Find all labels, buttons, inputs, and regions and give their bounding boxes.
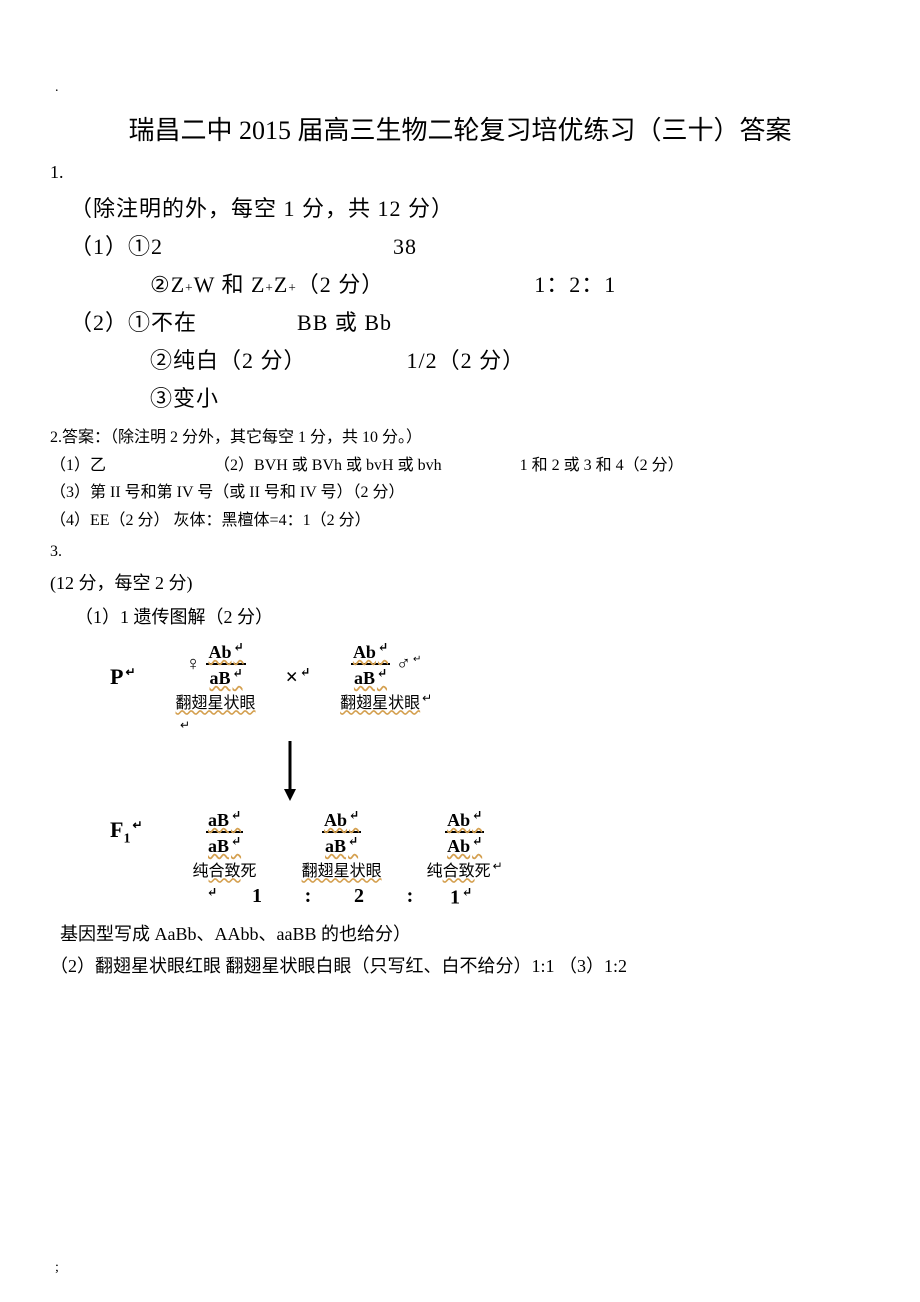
f1g1-top: aB↵ xyxy=(206,809,243,833)
f1-g1: aB↵ aB↵ 纯合致死 xyxy=(193,809,257,881)
down-arrow-icon xyxy=(280,741,300,801)
arrow-down xyxy=(280,741,870,801)
q2-section: 2.答案：（除注明 2 分外，其它每空 1 分，共 10 分。） （1）乙 （2… xyxy=(50,425,870,533)
f1g3-pheno: 纯合致死↵ xyxy=(427,857,503,881)
q1-section: 1. （除注明的外，每空 1 分，共 12 分） （1）①2 38 ②Z+W 和… xyxy=(50,162,870,413)
q2-l1-c: 1 和 2 或 3 和 4（2 分） xyxy=(520,457,684,474)
ratio-2: 2 xyxy=(334,885,384,910)
q3-score: (12 分，每空 2 分) xyxy=(50,569,870,595)
cross-symbol: ×↵ xyxy=(286,664,311,690)
q1-l1-a: （1）①2 xyxy=(70,229,163,261)
q2-l1: （1）乙 （2）BVH 或 BVh 或 bvH 或 bvh 1 和 2 或 3 … xyxy=(50,453,870,479)
f1-label: F1↵ xyxy=(110,817,143,847)
q1-l5: ③变小 xyxy=(150,381,219,413)
q1-l2-e: 1：2：1 xyxy=(534,267,616,299)
f1g1-bot: aB↵ xyxy=(206,833,243,855)
parent-row: P↵ ♀ Ab↵ aB↵ 翻翅星状眼 ×↵ Ab↵ aB↵ xyxy=(110,641,870,713)
q1-line1: （1）①2 38 xyxy=(70,229,870,261)
f1g3-top: Ab↵ xyxy=(445,809,484,833)
q1-l2-b: W 和 Z xyxy=(194,267,266,299)
f1g2-pheno: 翻翅星状眼 xyxy=(302,857,382,881)
pm-top: Ab↵ xyxy=(351,641,390,665)
f1-g3: Ab↵ Ab↵ 纯合致死↵ xyxy=(427,809,503,881)
q2-l1-b: （2）BVH 或 BVh 或 bvH 或 bvh xyxy=(214,457,442,474)
parent-female: ♀ Ab↵ aB↵ 翻翅星状眼 xyxy=(176,641,256,713)
f1-g2: Ab↵ aB↵ 翻翅星状眼 xyxy=(302,809,382,881)
male-symbol: ♂↵ xyxy=(396,653,421,676)
top-dot: . xyxy=(55,80,59,96)
colon-2: : xyxy=(404,885,416,910)
q1-l4-b: 1/2（2 分） xyxy=(407,343,526,375)
q3-ans2: （2）翻翅星状眼红眼 翻翅星状眼白眼（只写红、白不给分）1:1 （3）1:2 xyxy=(50,952,870,978)
genetics-diagram: P↵ ♀ Ab↵ aB↵ 翻翅星状眼 ×↵ Ab↵ aB↵ xyxy=(110,641,870,910)
q1-line2: ②Z+W 和 Z+Z+（2 分） 1：2：1 xyxy=(150,267,870,299)
q1-l1-b: 38 xyxy=(393,234,417,260)
q2-header: 2.答案：（除注明 2 分外，其它每空 1 分，共 10 分。） xyxy=(50,425,870,451)
q1-line5: ③变小 xyxy=(150,381,870,413)
q1-l2-sup1: + xyxy=(185,280,193,296)
pf-top: Ab↵ xyxy=(206,641,245,665)
q1-l2-a: ②Z xyxy=(150,272,185,298)
f1g2-bot: aB↵ xyxy=(323,833,360,855)
q2-l2: （3）第 II 号和第 IV 号（或 II 号和 IV 号）（2 分） xyxy=(50,480,870,506)
ratio-1: 1 xyxy=(232,885,282,910)
q1-number: 1. xyxy=(50,162,870,183)
female-symbol: ♀ xyxy=(185,653,200,676)
f1g3-bot: Ab↵ xyxy=(445,833,484,855)
q1-l2-sup2: + xyxy=(265,280,273,296)
q3-note: 基因型写成 AaBb、AAbb、aaBB 的也给分） xyxy=(60,920,870,946)
ret-spacer: ↵ xyxy=(180,718,870,733)
pf-bot: aB↵ xyxy=(207,665,244,687)
q2-l3: （4）EE（2 分） 灰体：黑檀体=4：1（2 分） xyxy=(50,508,870,534)
parent-male: Ab↵ aB↵ ♂↵ 翻翅星状眼↵ xyxy=(340,641,432,713)
pf-pheno: 翻翅星状眼 xyxy=(176,689,256,713)
q3-sub1: （1）1 遗传图解（2 分） xyxy=(75,603,870,629)
ratio-3: 1↵ xyxy=(436,885,486,910)
q1-line3: （2）①不在 BB 或 Bb xyxy=(70,305,870,337)
colon-1: : xyxy=(302,885,314,910)
q3-num: 3. xyxy=(50,543,870,561)
bottom-semicolon: ; xyxy=(55,1260,59,1276)
f1g1-pheno: 纯合致死 xyxy=(193,857,257,881)
q1-l2-c: Z xyxy=(274,272,288,298)
q1-header-line: （除注明的外，每空 1 分，共 12 分） xyxy=(70,191,870,223)
ratio-row: ↵ 1 : 2 : 1↵ xyxy=(207,885,870,910)
q3-section: 3. (12 分，每空 2 分) （1）1 遗传图解（2 分） P↵ ♀ Ab↵… xyxy=(50,543,870,978)
f1-row: F1↵ aB↵ aB↵ 纯合致死 Ab↵ aB↵ 翻翅星状眼 Ab↵ Ab↵ xyxy=(110,809,870,881)
q1-line4: ②纯白（2 分） 1/2（2 分） xyxy=(150,343,870,375)
pm-bot: aB↵ xyxy=(352,665,389,687)
q1-l2-sup3: + xyxy=(288,280,296,296)
f1g2-top: Ab↵ xyxy=(322,809,361,833)
q1-l4-a: ②纯白（2 分） xyxy=(150,343,307,375)
page-title: 瑞昌二中 2015 届高三生物二轮复习培优练习（三十）答案 xyxy=(50,110,870,147)
q1-l3-b: BB 或 Bb xyxy=(297,305,392,337)
q1-l2-d: （2 分） xyxy=(297,267,385,299)
ret-r: ↵ xyxy=(207,885,217,910)
pm-pheno: 翻翅星状眼↵ xyxy=(340,689,432,713)
q1-l3-a: （2）①不在 xyxy=(70,305,197,337)
p-label: P↵ xyxy=(110,664,136,690)
q2-l1-a: （1）乙 xyxy=(50,457,106,474)
